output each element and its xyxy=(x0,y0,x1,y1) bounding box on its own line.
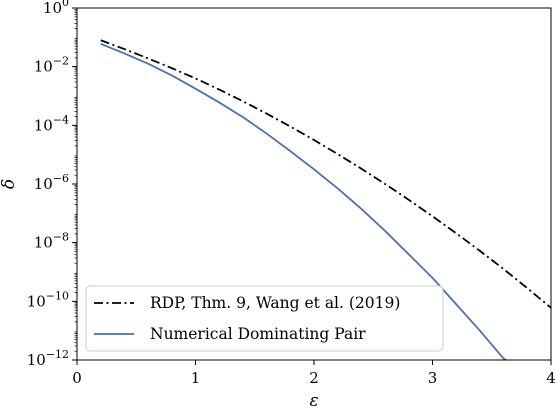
y-tick-label: 10−12 xyxy=(27,348,69,369)
x-axis-label: ε xyxy=(309,391,318,411)
y-tick-label: 10−6 xyxy=(34,172,69,193)
legend-label-2: Numerical Dominating Pair xyxy=(150,325,366,343)
x-tick-label: 3 xyxy=(428,369,438,387)
y-tick-label: 100 xyxy=(43,0,69,17)
y-axis-label: δ xyxy=(0,179,19,189)
x-tick-label: 0 xyxy=(72,369,82,387)
x-tick-label: 1 xyxy=(191,369,201,387)
legend-box xyxy=(85,285,444,352)
legend: RDP, Thm. 9, Wang et al. (2019) Numerical… xyxy=(85,285,444,352)
plot-area xyxy=(100,39,551,360)
series-line-1 xyxy=(100,39,551,309)
y-tick-label: 10−8 xyxy=(34,231,69,252)
y-tick-label: 10−2 xyxy=(34,55,69,76)
x-tick-label: 2 xyxy=(309,369,319,387)
series-line-2 xyxy=(100,42,507,360)
y-tick-label: 10−10 xyxy=(27,289,69,310)
x-tick-label: 4 xyxy=(546,369,556,387)
y-tick-label: 10−4 xyxy=(34,113,69,134)
legend-label-1: RDP, Thm. 9, Wang et al. (2019) xyxy=(150,294,400,312)
